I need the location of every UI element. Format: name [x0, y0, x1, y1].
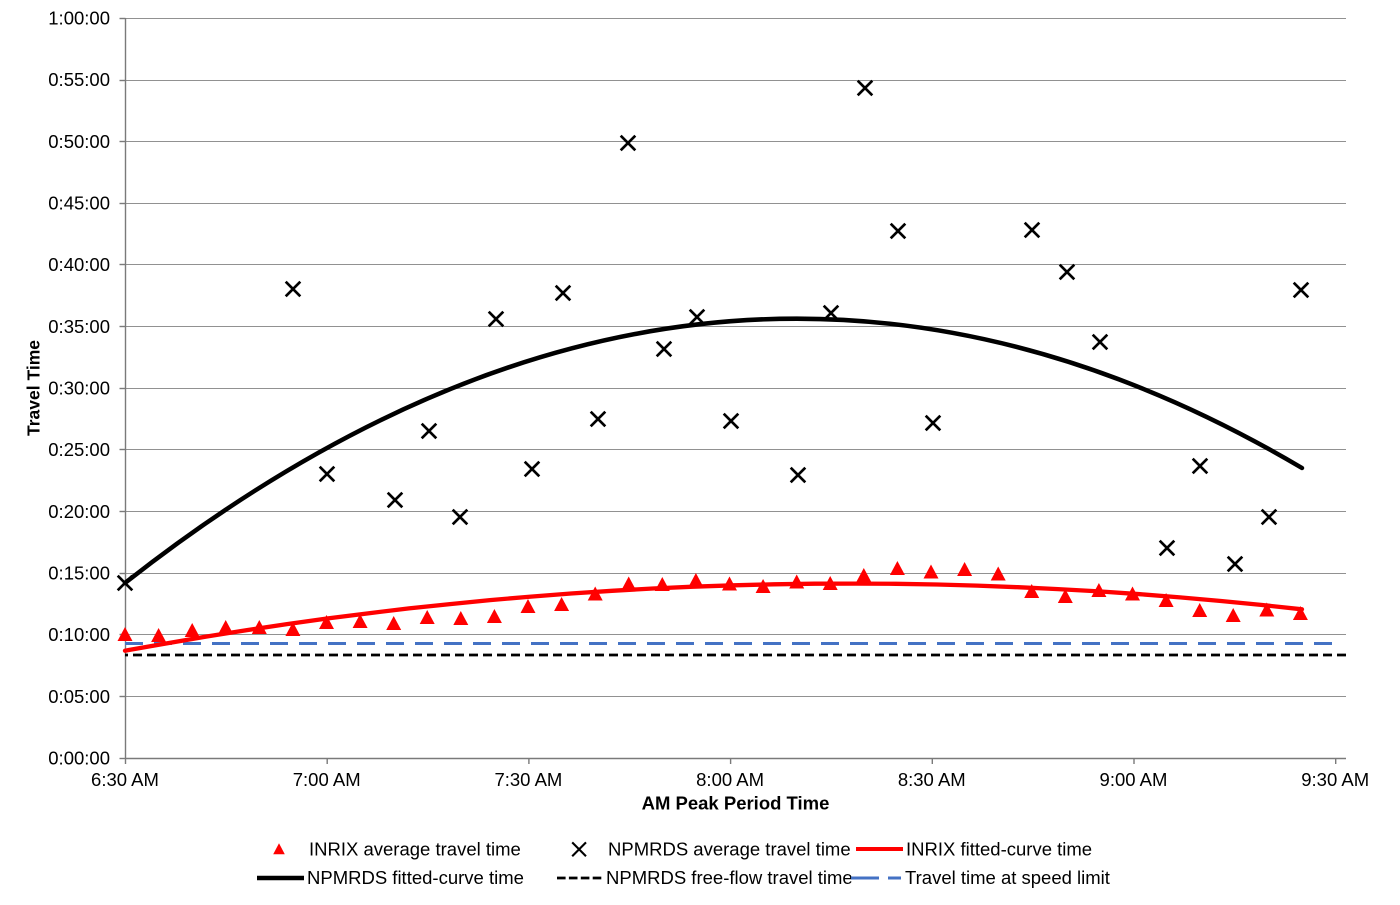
- svg-text:Travel Time: Travel Time: [23, 340, 43, 436]
- svg-text:0:30:00: 0:30:00: [48, 378, 110, 399]
- svg-text:0:35:00: 0:35:00: [48, 316, 110, 337]
- svg-text:0:40:00: 0:40:00: [48, 254, 110, 275]
- svg-text:0:50:00: 0:50:00: [48, 131, 110, 152]
- svg-text:7:00 AM: 7:00 AM: [293, 769, 361, 790]
- svg-text:7:30 AM: 7:30 AM: [494, 769, 562, 790]
- svg-text:1:00:00: 1:00:00: [48, 8, 110, 29]
- svg-text:8:30 AM: 8:30 AM: [898, 769, 966, 790]
- svg-text:0:00:00: 0:00:00: [48, 748, 110, 769]
- svg-text:NPMRDS free-flow travel time: NPMRDS free-flow travel time: [606, 867, 853, 888]
- svg-text:AM Peak Period Time: AM Peak Period Time: [642, 793, 830, 814]
- svg-text:9:30 AM: 9:30 AM: [1301, 769, 1369, 790]
- svg-text:6:30 AM: 6:30 AM: [91, 769, 159, 790]
- svg-text:NPMRDS average travel time: NPMRDS average travel time: [608, 839, 851, 860]
- svg-text:0:05:00: 0:05:00: [48, 686, 110, 707]
- svg-text:8:00 AM: 8:00 AM: [696, 769, 764, 790]
- svg-text:0:55:00: 0:55:00: [48, 69, 110, 90]
- svg-text:INRIX fitted-curve time: INRIX fitted-curve time: [906, 839, 1092, 860]
- svg-text:0:25:00: 0:25:00: [48, 439, 110, 460]
- svg-text:Travel time at speed limit: Travel time at speed limit: [905, 867, 1110, 888]
- svg-text:0:45:00: 0:45:00: [48, 193, 110, 214]
- svg-text:9:00 AM: 9:00 AM: [1100, 769, 1168, 790]
- svg-text:INRIX average travel time: INRIX average travel time: [309, 839, 521, 860]
- svg-text:0:10:00: 0:10:00: [48, 624, 110, 645]
- svg-text:0:20:00: 0:20:00: [48, 501, 110, 522]
- svg-text:NPMRDS fitted-curve time: NPMRDS fitted-curve time: [307, 867, 524, 888]
- svg-text:0:15:00: 0:15:00: [48, 563, 110, 584]
